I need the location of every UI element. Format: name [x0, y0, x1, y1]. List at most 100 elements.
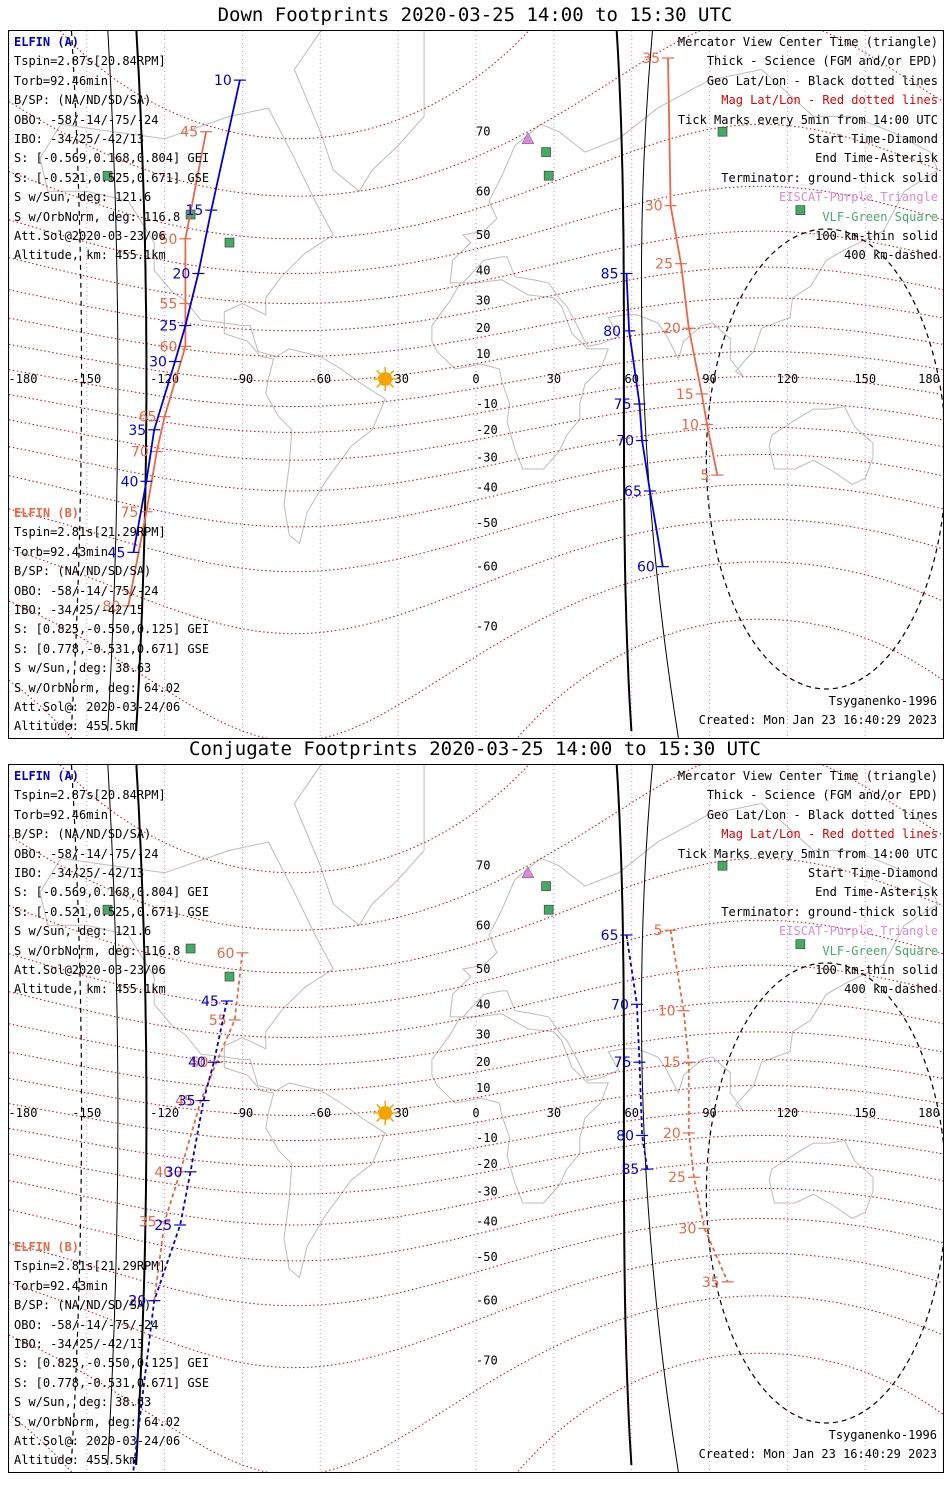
lat-tick-label: -20 [476, 1157, 498, 1171]
lon-tick-label: -30 [387, 372, 409, 386]
vlf-square [795, 205, 806, 215]
legend-item: 100 km-thin solid [815, 963, 938, 978]
track-tick-label: 80 [616, 1128, 634, 1144]
track-tick-label: 15 [663, 1055, 681, 1071]
elfin-b-param: Altitude: 455.5km [14, 1453, 137, 1468]
mag-latitude-line [9, 919, 943, 1009]
elfin-a-param: Torb=92.46min [14, 807, 108, 822]
vlf-square [541, 881, 551, 891]
sun-icon [373, 1101, 398, 1125]
track-tick-label: 75 [614, 1055, 632, 1071]
elfin-b-param: Torb=92.43min [14, 1278, 108, 1293]
track-tick-label: 15 [676, 387, 694, 403]
elfin-a-param: Torb=92.46min [14, 73, 108, 88]
created-timestamp: Created: Mon Jan 23 16:40:29 2023 [698, 713, 937, 728]
legend-item: Start Time-Diamond [807, 866, 938, 881]
lon-tick-label: -90 [232, 372, 254, 386]
sun-icon [373, 367, 398, 391]
vlf-square [185, 943, 196, 954]
track-tick-label: 75 [121, 505, 139, 521]
track-tick-label: 35 [702, 1275, 720, 1291]
lat-tick-label: 20 [476, 321, 490, 335]
track-tick-label: 75 [614, 397, 632, 413]
track-line [132, 79, 241, 553]
continent-outline [449, 68, 939, 377]
elfin-b-param: Att.Sol@: 2020-03-24/06 [14, 700, 181, 715]
elfin-b-param: S w/Sun, deg: 38.63 [14, 661, 152, 676]
track-line [625, 273, 664, 567]
lon-tick-label: -120 [150, 1106, 179, 1120]
elfin-a-param: IBO: -34/25/-42/13 [14, 866, 145, 881]
terminator-line [135, 765, 148, 1466]
lon-tick-label: 0 [472, 372, 479, 386]
lat-tick-label: -40 [476, 481, 498, 495]
elfin-b-param: Torb=92.43min [14, 544, 108, 559]
lon-tick-label: 90 [702, 1106, 716, 1120]
mag-latitude-line [9, 266, 943, 332]
elfin-a-info: ELFIN (A) Tspin=2.87s[20.84RPM] Torb=92.46… [14, 33, 209, 266]
continent-outline [293, 765, 425, 927]
legend-item: Start Time-Diamond [807, 132, 938, 147]
elfin-b-param: Altitude: 455.5km [14, 719, 137, 734]
mag-latitude-line [9, 518, 943, 635]
lon-tick-label: -150 [72, 1106, 101, 1120]
mag-latitude-line [9, 964, 943, 1039]
lat-tick-label: -60 [476, 1294, 498, 1308]
lon-tick-label: -180 [9, 1106, 37, 1120]
elfin-a-track-west: 45403530252015 [128, 994, 233, 1472]
lat-tick-label: 60 [476, 184, 490, 198]
lon-tick-label: 120 [777, 372, 799, 386]
mag-latitude-line [59, 31, 530, 140]
continent-outline [431, 279, 610, 470]
lon-tick-label: 90 [702, 372, 716, 386]
track-tick-label: 80 [603, 324, 621, 340]
elfin-b-param: S: [0.778,-0.531,0.671] GSE [14, 641, 210, 656]
vlf-square [795, 939, 806, 949]
mag-latitude-line [9, 185, 943, 275]
elfin-a-param: S: [-0.569,0.168,0.804] GEI [14, 151, 210, 166]
continent-outline [768, 1139, 874, 1220]
mag-latitude-line [9, 1000, 943, 1066]
legend-item: Geo Lat/Lon - Black dotted lines [706, 807, 938, 822]
elfin-a-param: S w/OrbNorm, deg: 116.8 [14, 943, 181, 958]
track-tick-label: 70 [616, 434, 634, 450]
elfin-b-param: S: [0.825,-0.550,0.125] GEI [14, 1356, 210, 1371]
elfin-a-param: B/SP: (NA/ND/SD/SA) [14, 93, 152, 108]
mag-latitude-line [9, 351, 943, 407]
down-footprints-title: Down Footprints 2020-03-25 14:00 to 15:3… [217, 4, 733, 26]
legend-item: Tick Marks every 5min from 14:00 UTC [677, 112, 938, 127]
lat-tick-label: -30 [476, 1184, 498, 1198]
map-canvas: -180 -150 -120 -90 -60 -30 0 30 60 90 120 150 180706… [9, 31, 943, 738]
track-tick-label: 20 [663, 1126, 681, 1142]
track-tick-label: 10 [681, 418, 699, 434]
conjugate-footprints-title: Conjugate Footprints 2020-03-25 14:00 to… [189, 738, 761, 760]
lon-tick-label: 0 [472, 1106, 479, 1120]
conjugate-footprints-map: -180 -150 -120 -90 -60 -30 0 30 60 90 120 150 180 70 6… [8, 764, 944, 1473]
lat-tick-label: -40 [476, 1215, 498, 1229]
elfin-a-param: Altitude, km: 455.1km [14, 982, 166, 997]
elfin-b-info: ELFIN (B) Tspin=2.81s[21.29RPM] Torb=92.43… [14, 1238, 209, 1471]
mag-latitude-line [9, 857, 943, 974]
map-legend: Mercator View Center Time (triangle) Thic… [678, 33, 938, 266]
legend-item: Terminator: ground-thick solid [721, 170, 938, 185]
ground-stations [102, 860, 806, 982]
terminator-line [107, 765, 119, 1466]
lat-tick-label: 50 [476, 228, 490, 242]
field-model-label: Tsyganenko-1996 [828, 694, 937, 708]
legend-item: Mag Lat/Lon - Red dotted lines [721, 827, 938, 842]
elfin-a-param: OBO: -58/-14/-75/-24 [14, 112, 159, 127]
created-timestamp: Created: Mon Jan 23 16:40:29 2023 [698, 1447, 937, 1462]
elfin-a-param: Altitude, km: 455.1km [14, 248, 166, 263]
elfin-b-param: S w/OrbNorm, deg: 64.02 [14, 680, 181, 695]
elfin-b-param: S: [0.825,-0.550,0.125] GEI [14, 622, 210, 637]
elfin-a-track-east: 85 80 75 70 65 60 [601, 267, 669, 576]
track-tick-label: 45 [180, 125, 198, 141]
lat-tick-label: 40 [476, 263, 490, 277]
eiscat-triangle [521, 866, 535, 879]
elfin-b-param: Tspin=2.81s[21.29RPM] [14, 1259, 166, 1274]
elfin-a-param: IBO: -34/25/-42/13 [14, 132, 145, 147]
lat-tick-label: -70 [476, 619, 498, 633]
track-tick-label: 15 [185, 203, 203, 219]
track-tick-label: 35 [139, 1215, 157, 1231]
track-tick-label: 30 [128, 1294, 146, 1310]
